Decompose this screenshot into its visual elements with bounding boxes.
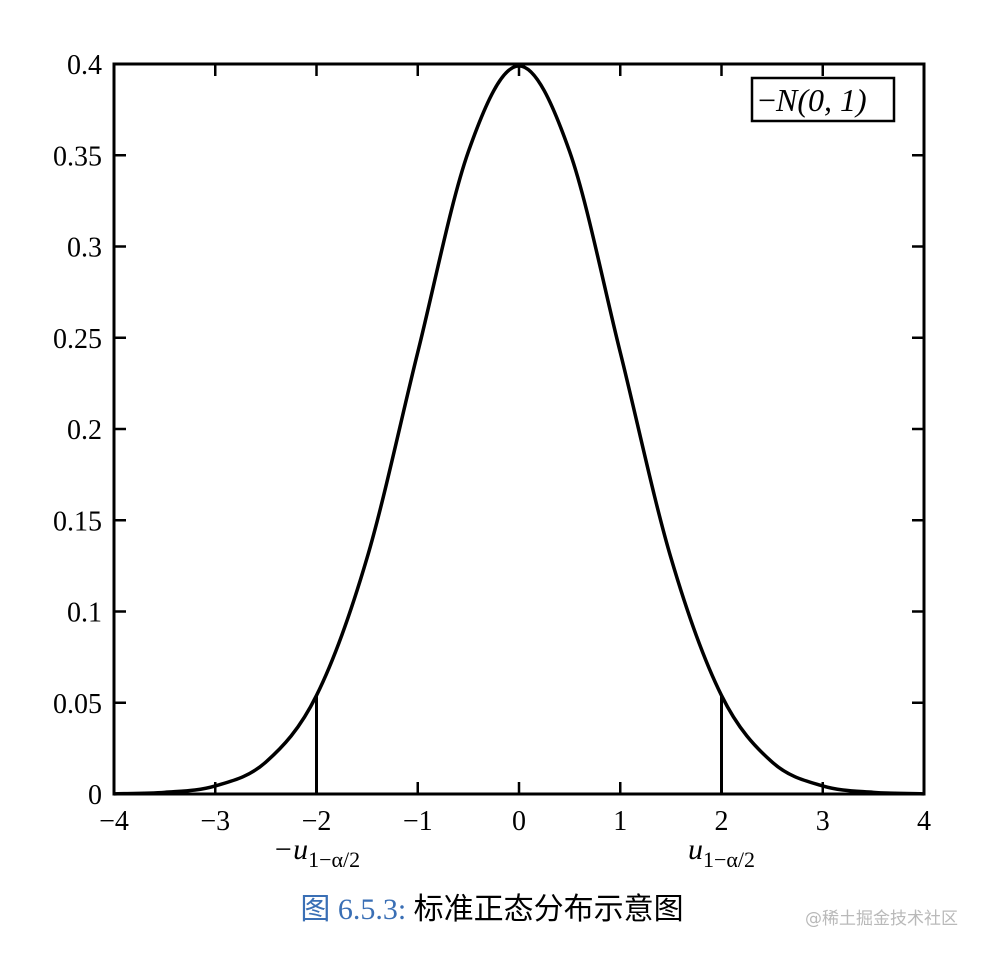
x-tick-label: 4: [917, 806, 931, 837]
x-tick-label: 2: [715, 806, 729, 837]
x-tick-label: −2: [302, 806, 332, 837]
y-tick-label: 0.1: [67, 598, 102, 629]
legend-box: [750, 76, 896, 123]
critical-label-left: −u1−α/2: [273, 833, 360, 872]
plot-frame: [112, 62, 926, 796]
y-tick-label: 0.05: [53, 689, 102, 720]
caption-label: 图 6.5.3:: [300, 893, 407, 926]
critical-label-right: u1−α/2: [688, 833, 755, 872]
chart: −4 −3 −2 −1 0 1 2 3 4 0 0.05 0.1 0.15 0.2 0.25 0.3 0.35…: [53, 50, 931, 872]
y-tick-label: 0.15: [53, 506, 102, 537]
y-tick-label: 0.3: [67, 233, 102, 264]
y-tick-label: 0: [88, 780, 102, 811]
y-tick-label: 0.4: [67, 50, 102, 81]
axis-ticks: [112, 62, 926, 796]
y-tick-label: 0.35: [53, 141, 102, 172]
x-tick-label: 3: [816, 806, 830, 837]
watermark: @稀土掘金技术社区: [805, 909, 958, 929]
series-line-normal: [113, 64, 925, 796]
legend-entry: −N(0, 1): [758, 82, 867, 118]
legend: −N(0, 1): [750, 76, 896, 123]
legend-label: N(0, 1): [775, 82, 867, 118]
x-tick-label: −3: [200, 806, 230, 837]
x-tick-label: −1: [403, 806, 433, 837]
caption-text: 标准正态分布示意图: [413, 893, 684, 926]
x-tick-label: 1: [613, 806, 627, 837]
critical-lines: −u1−α/2 u1−α/2: [273, 695, 755, 872]
x-tick-label: 0: [512, 806, 526, 837]
figure-caption: 图 6.5.3: 标准正态分布示意图: [0, 884, 984, 928]
x-tick-labels: −4 −3 −2 −1 0 1 2 3 4: [99, 806, 931, 837]
x-tick-label: −4: [99, 806, 129, 837]
y-tick-labels: 0 0.05 0.1 0.15 0.2 0.25 0.3 0.35 0.4: [53, 50, 102, 811]
legend-line-marker: −: [758, 82, 776, 118]
y-tick-label: 0.2: [67, 415, 102, 446]
y-tick-label: 0.25: [53, 324, 102, 355]
